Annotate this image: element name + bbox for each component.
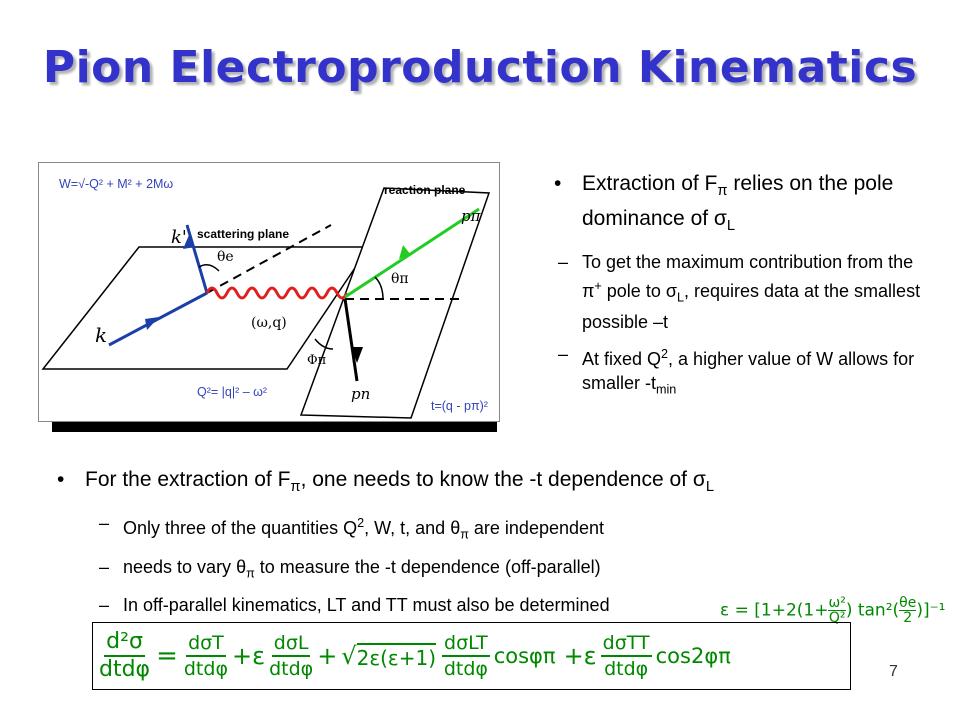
q2-formula: Q²= |q|² – ω² xyxy=(197,385,268,399)
bullet-t-dependence: • For the extraction of Fπ, one needs to… xyxy=(57,468,714,496)
bullet-dot: • xyxy=(554,172,562,195)
w-formula: W=√-Q² + M² + 2Mω xyxy=(59,177,174,191)
dash-max-contribution: – To get the maximum contribution from t… xyxy=(558,252,921,332)
scattering-plane-label: scattering plane xyxy=(197,227,290,241)
diagram-svg xyxy=(41,187,491,419)
t-formula: t=(q - pπ)² xyxy=(431,399,488,413)
electron-kprime-arrow xyxy=(183,235,195,249)
omega-q-label: (ω,q) xyxy=(251,315,287,331)
dash-three-quantities: – Only three of the quantities Q2, W, t,… xyxy=(99,513,605,542)
sqrt-body: 2ε(ε+1) xyxy=(356,642,437,670)
cross-section-row: d²σ dtdφ = dσT dtdφ +ε dσL dtdφ + √ 2ε(ε+1) … xyxy=(99,629,731,682)
theta-e-arc xyxy=(198,264,220,272)
phi-pi-arc xyxy=(314,338,334,350)
theta-pi-arc xyxy=(374,276,384,300)
reaction-plane xyxy=(299,187,491,419)
slide-title: Pion Electroproduction Kinematics xyxy=(42,42,918,93)
k-extension xyxy=(206,224,332,294)
neutron-arrow xyxy=(351,347,363,363)
phi-pi-label: Φπ xyxy=(307,353,327,368)
k-prime-label: k' xyxy=(171,227,187,248)
k-label: k xyxy=(95,323,108,347)
kinematics-diagram: W=√-Q² + M² + 2Mω reaction plane scatter… xyxy=(38,162,500,422)
neutron-line xyxy=(343,298,359,382)
sigma-lt-fraction: dσLT dtdφ xyxy=(442,632,490,680)
theta-pi-label: θπ xyxy=(391,271,409,287)
reaction-plane-label: reaction plane xyxy=(384,183,466,197)
sigma-l-fraction: dσL dtdφ xyxy=(269,632,314,680)
lhs-fraction: d²σ dtdφ xyxy=(99,629,151,682)
bullet-extraction: • Extraction of Fπ relies on the pole do… xyxy=(554,172,894,235)
sigma-t-fraction: dσT dtdφ xyxy=(183,632,228,680)
dash-off-parallel: – In off-parallel kinematics, LT and TT … xyxy=(99,595,610,616)
epsilon-formula: ε = [1+2(1+ ω² Q²) tan²(θe 2)]⁻¹ xyxy=(720,595,946,626)
pion-line xyxy=(344,207,480,299)
p-n-label: pn xyxy=(351,385,371,403)
dash-vary-theta: – needs to vary θπ to measure the -t dep… xyxy=(99,556,601,581)
virtual-photon xyxy=(205,286,349,300)
cross-section-formula: d²σ dtdφ = dσT dtdφ +ε dσL dtdφ + √ 2ε(ε+1) … xyxy=(92,622,851,690)
pion-arrow xyxy=(399,245,411,259)
p-pi-label: pπ xyxy=(461,207,481,225)
electron-k-arrow xyxy=(145,317,159,330)
dash-fixed-q2: – At fixed Q2, a higher value of W allow… xyxy=(558,343,915,397)
theta-over-2: θe 2 xyxy=(899,595,917,626)
sigma-tt-fraction: dσTT dtdφ xyxy=(600,632,652,680)
omega-over-q2: ω² Q² xyxy=(828,595,846,626)
electron-k-line xyxy=(108,291,208,347)
right-bullet-block: • Extraction of Fπ relies on the pole do… xyxy=(554,170,922,402)
theta-e-label: θe xyxy=(217,249,234,265)
page-number: 7 xyxy=(889,663,898,680)
electron-kprime-line xyxy=(185,224,209,294)
lower-bullet-block: • For the extraction of Fπ, one needs to… xyxy=(57,466,885,617)
